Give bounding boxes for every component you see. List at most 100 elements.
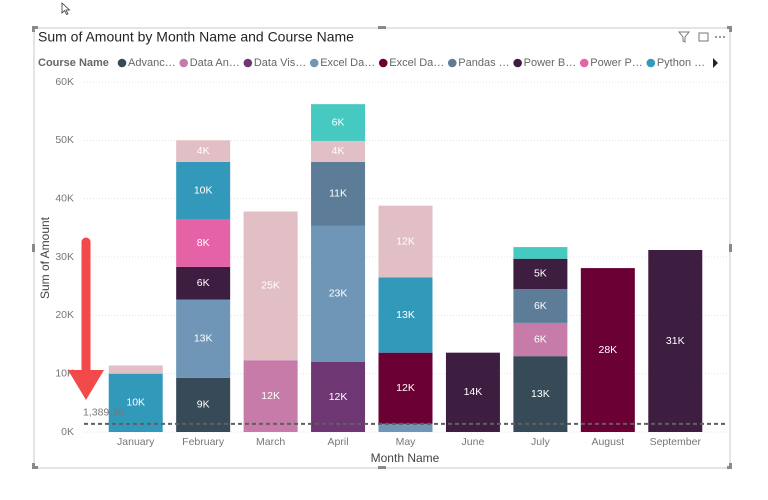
legend-label: Excel Da… — [320, 57, 375, 69]
legend-marker — [309, 58, 319, 68]
bar-segment — [378, 423, 433, 432]
legend-label: Power B… — [524, 57, 577, 69]
visual-header-icons — [677, 31, 725, 43]
data-label: 6K — [197, 277, 210, 289]
y-tick-label: 50K — [55, 134, 74, 146]
bar-segment — [378, 205, 433, 278]
annotation-arrow — [68, 237, 104, 400]
data-label: 12K — [261, 390, 280, 402]
data-label: 6K — [332, 116, 345, 128]
data-label: 5K — [534, 268, 547, 280]
handle[interactable] — [32, 463, 35, 469]
bar-segment — [648, 250, 703, 432]
overlay: 1,389.36 — [83, 407, 728, 425]
resize-handles — [32, 26, 732, 469]
x-axis-title: Month Name — [371, 451, 440, 465]
x-tick-label: February — [182, 436, 225, 448]
data-label: 13K — [396, 309, 415, 321]
data-label: 6K — [534, 333, 547, 345]
bar-segment — [513, 247, 568, 259]
x-tick-label: January — [117, 436, 155, 448]
y-tick-label: 30K — [55, 251, 74, 263]
bar-segment — [513, 289, 568, 323]
bar-segment — [378, 352, 433, 424]
legend-label: Data Vis… — [254, 57, 306, 69]
data-label: 12K — [396, 235, 415, 247]
legend-label: Pandas … — [458, 57, 509, 69]
more-options-icon[interactable] — [715, 36, 725, 38]
data-label: 13K — [194, 332, 213, 344]
bar-segment — [378, 277, 433, 353]
legend-marker — [243, 58, 253, 68]
bar-segment — [176, 266, 231, 300]
x-tick-label: June — [462, 436, 485, 448]
legend-marker — [117, 58, 127, 68]
legend-label: Data An… — [190, 57, 240, 69]
bars: January 10K February 9K 13K 6K 8K 10K 4K March 12K… — [108, 104, 703, 448]
data-label: 12K — [396, 382, 415, 394]
x-tick-label: July — [531, 436, 550, 448]
bar-segment — [243, 211, 298, 361]
bar-segment — [176, 140, 231, 162]
chart-title: Sum of Amount by Month Name and Course N… — [38, 29, 354, 45]
bar-segment — [311, 104, 366, 141]
x-tick-label: March — [256, 436, 285, 448]
handle[interactable] — [32, 244, 35, 252]
bar-segment — [176, 161, 231, 220]
y-tick-label: 0K — [61, 426, 74, 438]
legend-scroll-arrow[interactable] — [713, 58, 718, 68]
bar-segment — [311, 362, 366, 432]
data-label: 6K — [534, 300, 547, 312]
legend-title: Course Name — [38, 57, 109, 69]
data-label: 4K — [332, 145, 345, 157]
handle[interactable] — [378, 466, 386, 469]
bar-segment — [513, 356, 568, 432]
data-label: 31K — [666, 335, 685, 347]
data-label: 4K — [197, 145, 210, 157]
handle[interactable] — [378, 26, 386, 29]
bar-segment — [311, 225, 366, 362]
data-label: 8K — [197, 237, 210, 249]
bar-segment — [445, 352, 500, 432]
x-tick-label: September — [650, 436, 702, 448]
bar-segment — [311, 161, 366, 226]
x-tick-label: May — [396, 436, 417, 448]
x-tick-label: April — [328, 436, 349, 448]
legend-marker — [179, 58, 189, 68]
reference-line-label: 1,389.36 — [83, 407, 124, 419]
data-label: 13K — [531, 388, 550, 400]
legend-marker — [646, 58, 656, 68]
data-label: 10K — [194, 185, 213, 197]
data-label: 12K — [329, 391, 348, 403]
bar-segment — [513, 258, 568, 290]
filter-icon[interactable] — [677, 31, 691, 43]
data-label: 28K — [598, 344, 617, 356]
bar-segment — [243, 360, 298, 432]
bar-segment — [108, 373, 163, 432]
legend: Advanc… Data An… Data Vis… Excel Da… Excel D… — [117, 57, 705, 69]
y-tick-label: 40K — [55, 192, 74, 204]
data-label: 14K — [464, 386, 483, 398]
legend-marker — [513, 58, 522, 68]
legend-label: Python … — [657, 57, 705, 69]
focus-mode-icon[interactable] — [698, 32, 709, 42]
legend-label: Excel Da… — [389, 57, 444, 69]
legend-marker — [447, 58, 457, 68]
handle[interactable] — [32, 26, 35, 32]
x-tick-label: August — [591, 436, 624, 448]
bar-segment — [176, 219, 231, 267]
handle[interactable] — [729, 26, 732, 32]
data-label: 25K — [261, 280, 280, 292]
bar-segment — [580, 268, 635, 432]
cursor — [61, 2, 71, 16]
bar-segment — [176, 299, 231, 378]
y-axis-title: Sum of Amount — [38, 216, 52, 299]
data-label: 23K — [329, 288, 348, 300]
data-label: 9K — [197, 399, 210, 411]
handle[interactable] — [729, 463, 732, 469]
data-label: 11K — [329, 187, 347, 199]
legend-label: Power P… — [590, 57, 643, 69]
handle[interactable] — [729, 244, 732, 252]
